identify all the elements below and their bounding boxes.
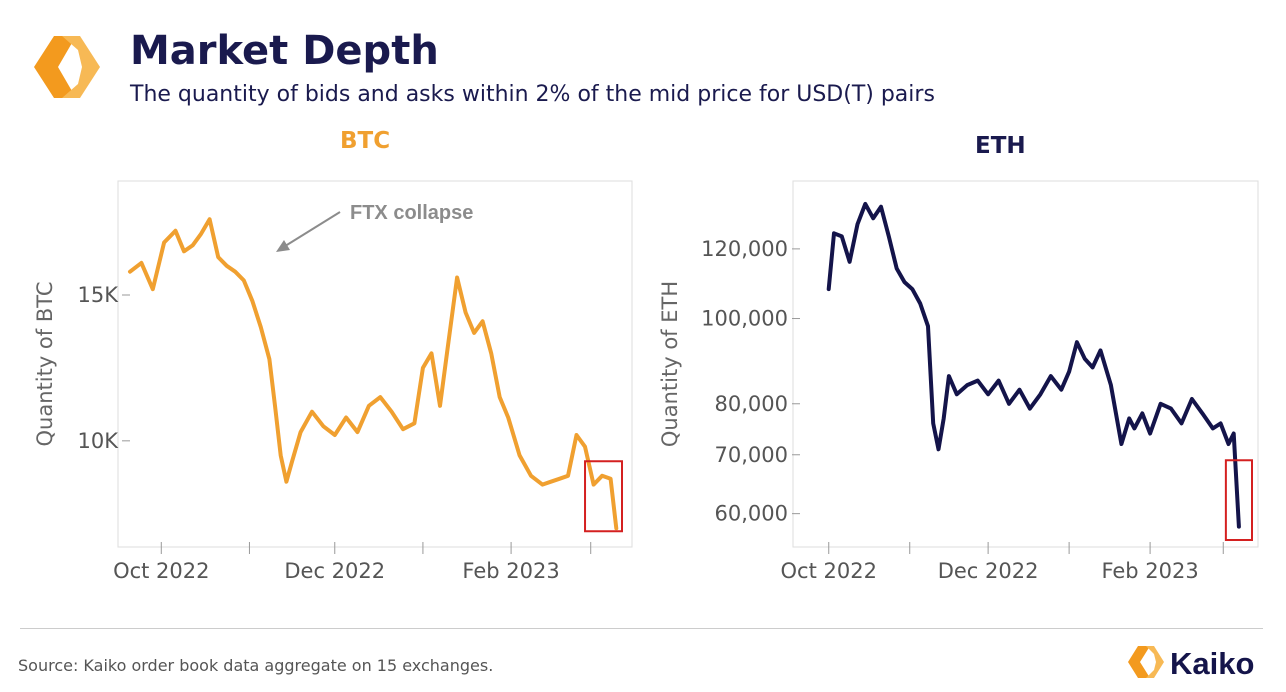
eth-x-tick-label: Oct 2022	[781, 559, 877, 583]
eth-y-tick-label: 70,000	[715, 443, 788, 467]
ftx-annotation-arrowhead	[276, 240, 290, 252]
kaiko-logo-icon	[34, 36, 100, 98]
btc-plot-area	[117, 180, 633, 548]
source-note: Source: Kaiko order book data aggregate …	[18, 656, 494, 675]
btc-chart-title: BTC	[340, 128, 391, 154]
eth-series-line	[826, 201, 1241, 529]
btc-y-tick-label: 15K	[78, 283, 120, 307]
kaiko-brand-icon	[1128, 646, 1150, 678]
eth-x-tick-label: Dec 2022	[938, 559, 1039, 583]
btc-x-tick-label: Dec 2022	[284, 559, 385, 583]
btc-highlight-box	[584, 460, 624, 533]
btc-x-tick-label: Oct 2022	[113, 559, 209, 583]
eth-y-tick-label: 80,000	[715, 392, 788, 416]
ftx-annotation-label: FTX collapse	[350, 202, 473, 224]
btc-x-tick-label: Feb 2023	[462, 559, 559, 583]
eth-y-tick-label: 60,000	[715, 502, 788, 526]
eth-x-tick-label: Feb 2023	[1101, 559, 1198, 583]
kaiko-brand-logo: Kaiko	[1128, 646, 1254, 681]
footer-divider	[20, 628, 1263, 629]
page-subtitle: The quantity of bids and asks within 2% …	[130, 82, 935, 107]
eth-y-axis-label: Quantity of ETH	[658, 281, 682, 447]
eth-chart-title: ETH	[975, 133, 1026, 159]
eth-plot-area	[792, 180, 1259, 548]
btc-series-line	[128, 217, 619, 531]
btc-y-tick-label: 10K	[78, 429, 120, 453]
page-title: Market Depth	[130, 28, 439, 74]
ftx-annotation-arrow	[281, 211, 341, 249]
eth-y-tick-label: 100,000	[701, 307, 788, 331]
eth-highlight-box	[1224, 459, 1253, 542]
kaiko-brand-text: Kaiko	[1170, 646, 1254, 681]
btc-y-axis-label: Quantity of BTC	[33, 281, 57, 446]
eth-y-tick-label: 120,000	[701, 237, 788, 261]
